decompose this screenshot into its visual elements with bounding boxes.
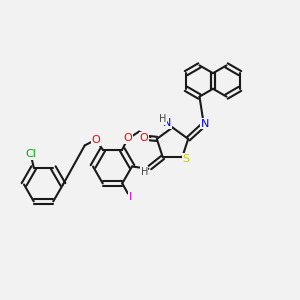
Text: O: O [139,133,148,143]
Text: O: O [123,133,132,143]
Text: N: N [163,118,171,128]
Text: I: I [129,192,132,202]
Text: S: S [182,154,190,164]
Text: N: N [200,118,209,129]
Text: H: H [159,114,167,124]
Text: H: H [140,167,148,177]
Text: Cl: Cl [25,149,36,159]
Text: O: O [92,135,100,145]
